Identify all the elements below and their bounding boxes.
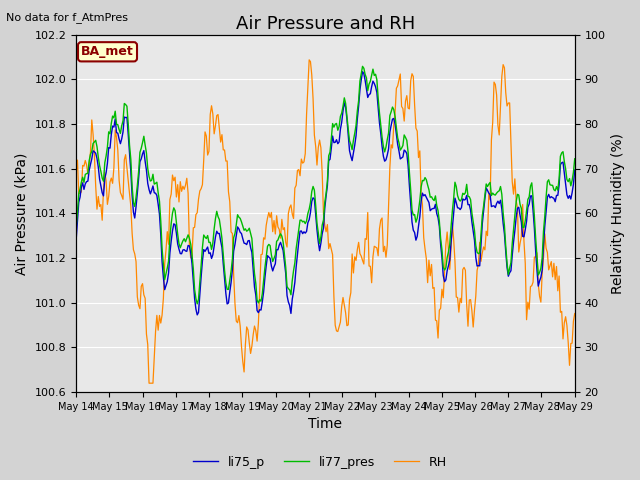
li75_p	[430, 205, 438, 211]
RH	[89, 132, 97, 137]
RH	[105, 193, 113, 199]
Title: Air Pressure and RH: Air Pressure and RH	[236, 15, 415, 33]
Y-axis label: Relativity Humidity (%): Relativity Humidity (%)	[611, 133, 625, 294]
Line: RH: RH	[76, 60, 575, 383]
RH	[72, 170, 80, 176]
RH	[305, 57, 313, 63]
li75_p	[89, 148, 97, 154]
RH	[571, 311, 579, 316]
li75_p	[570, 181, 577, 187]
li77_pres	[430, 198, 438, 204]
RH	[332, 323, 339, 328]
li75_p	[571, 167, 579, 173]
Text: BA_met: BA_met	[81, 45, 134, 58]
X-axis label: Time: Time	[308, 418, 342, 432]
li77_pres	[72, 224, 80, 230]
Text: No data for f_AtmPres: No data for f_AtmPres	[6, 12, 129, 23]
li75_p	[358, 69, 366, 74]
RH	[145, 380, 153, 386]
Line: li75_p: li75_p	[76, 72, 575, 315]
Legend: li75_p, li77_pres, RH: li75_p, li77_pres, RH	[188, 451, 452, 474]
li77_pres	[504, 272, 512, 277]
li75_p	[330, 140, 338, 145]
li77_pres	[105, 129, 113, 135]
Line: li77_pres: li77_pres	[76, 66, 575, 304]
li77_pres	[193, 301, 201, 307]
li75_p	[504, 273, 512, 279]
li75_p	[193, 312, 201, 318]
li77_pres	[89, 141, 97, 146]
li77_pres	[358, 63, 366, 69]
Y-axis label: Air Pressure (kPa): Air Pressure (kPa)	[15, 152, 29, 275]
li77_pres	[330, 124, 338, 130]
li77_pres	[570, 169, 577, 175]
RH	[430, 285, 438, 290]
RH	[504, 100, 512, 106]
li77_pres	[571, 156, 579, 162]
li75_p	[72, 237, 80, 242]
li75_p	[105, 145, 113, 151]
RH	[570, 318, 577, 324]
